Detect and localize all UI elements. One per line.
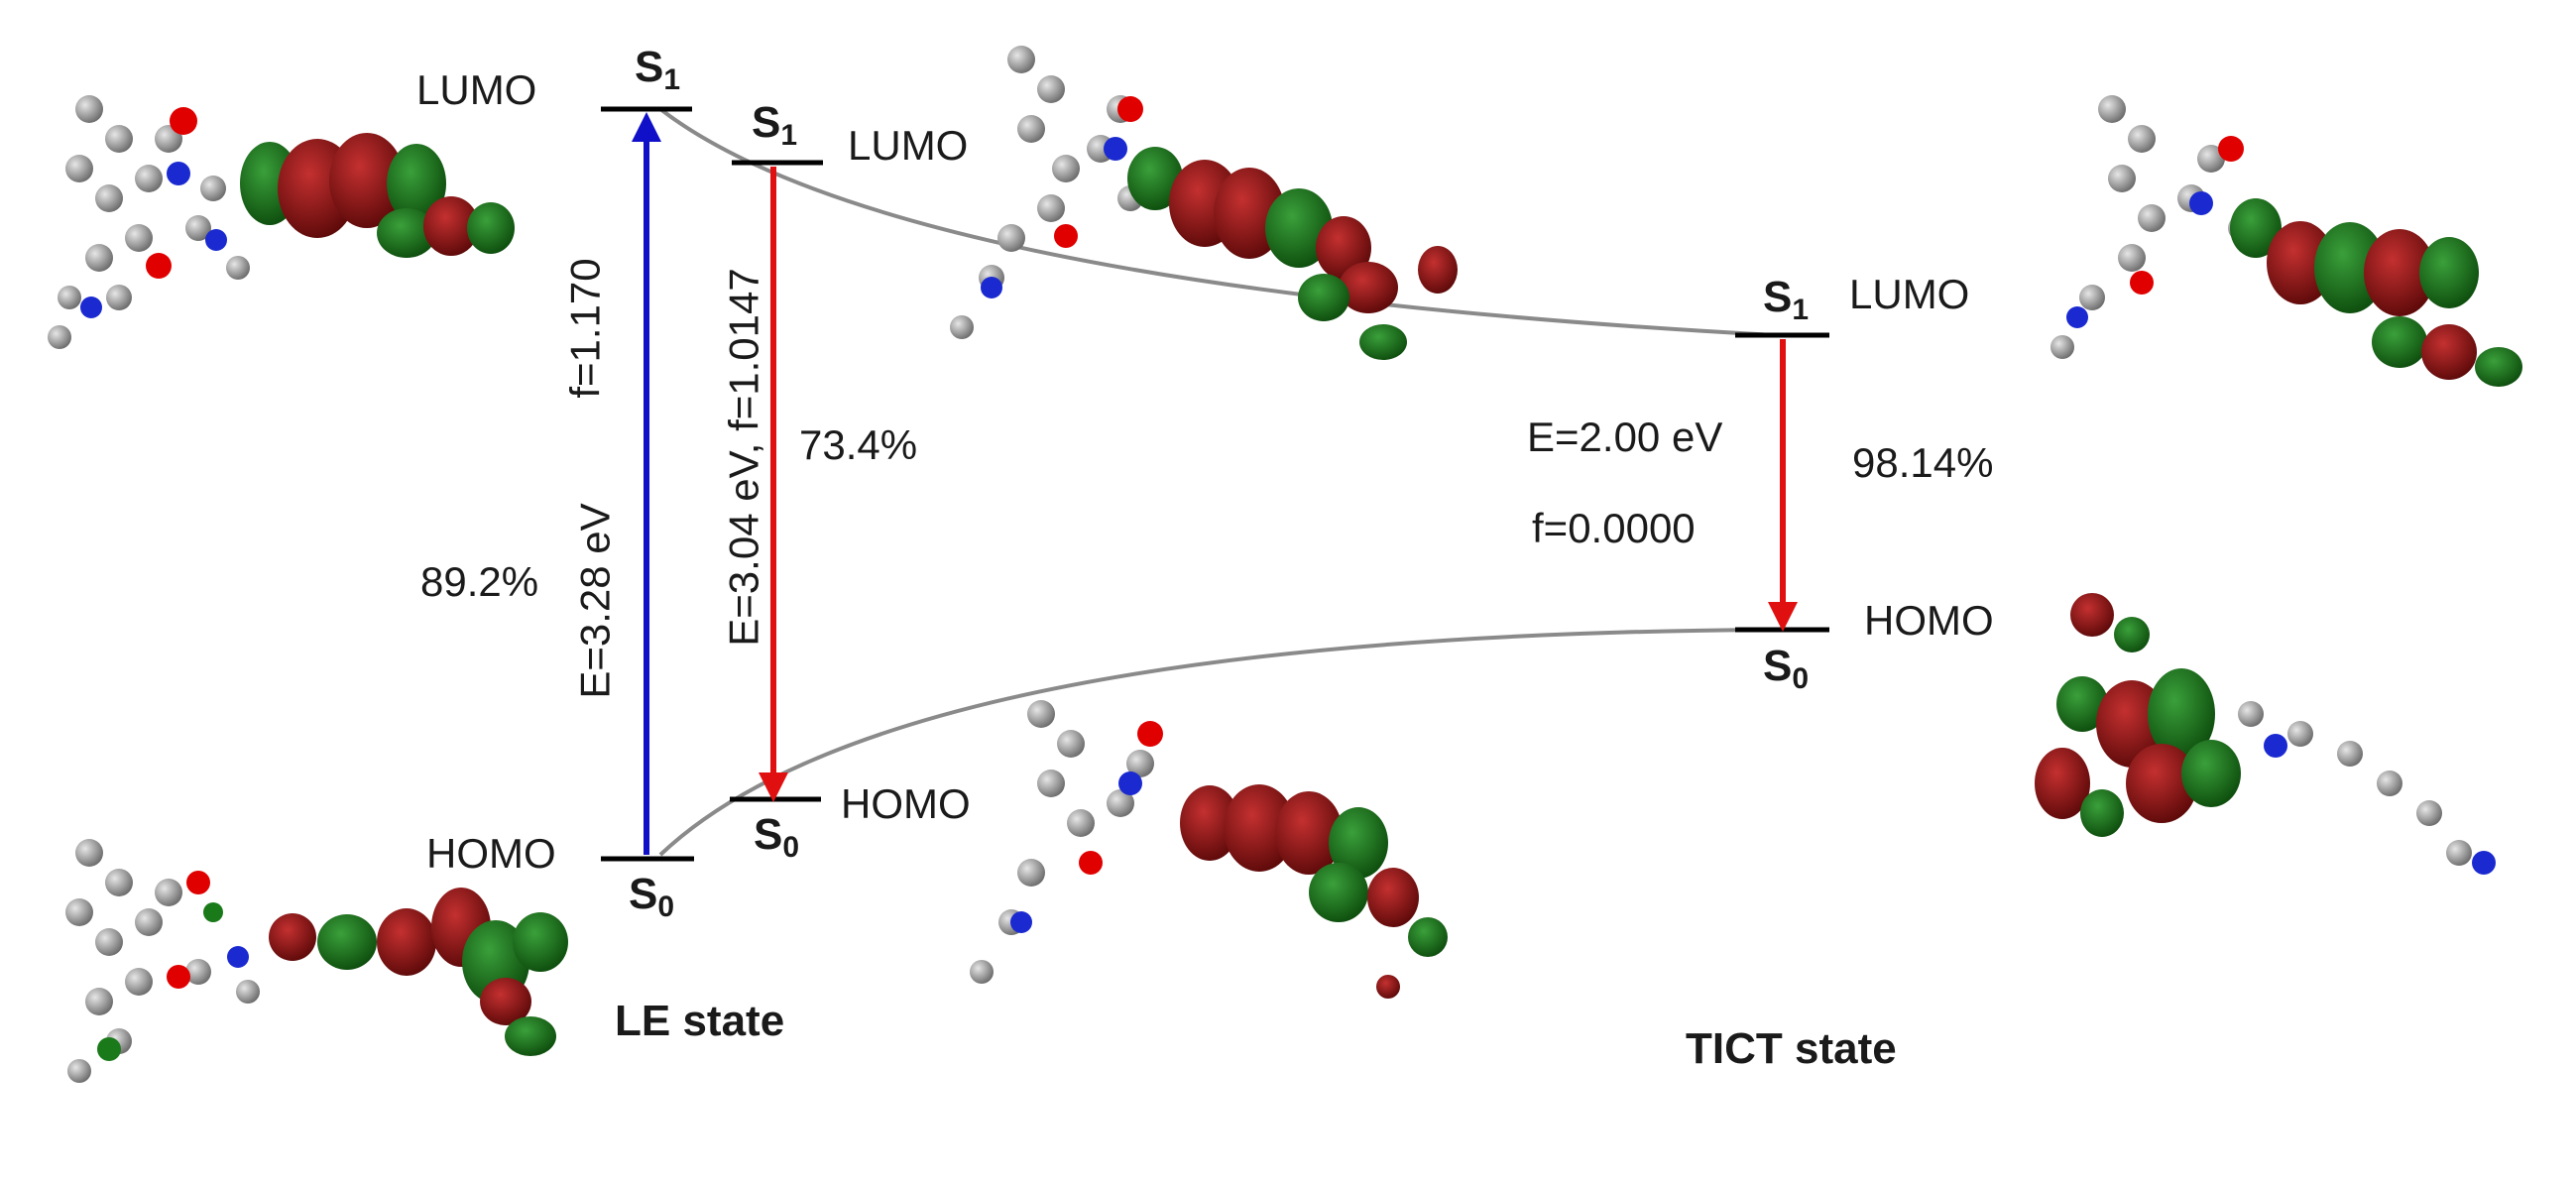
- relaxed-s0-symbol: S0: [754, 810, 800, 864]
- le-lumo-label: LUMO: [416, 66, 537, 113]
- le-emission-percent: 73.4%: [799, 421, 918, 468]
- lumo-relaxation-curve: [658, 107, 1776, 337]
- homo-destabilization-curve: [658, 628, 1776, 857]
- le-state-label: LE state: [615, 997, 785, 1045]
- relaxed-homo-molecule: [970, 700, 1448, 999]
- tict-homo-label: HOMO: [1864, 597, 1994, 644]
- tict-lumo-molecule: [2050, 95, 2522, 387]
- tict-s1-symbol: S1: [1763, 273, 1810, 326]
- absorption-energy: E=3.28 eV: [571, 503, 619, 699]
- relaxed-lumo-label: LUMO: [848, 122, 969, 169]
- le-lumo-molecule: [48, 95, 515, 349]
- relaxed-homo-label: HOMO: [841, 780, 971, 827]
- tict-emission-percent: 98.14%: [1852, 439, 1994, 486]
- relaxed-s1-symbol: S1: [752, 98, 798, 152]
- tict-oscillator-strength: f=0.0000: [1532, 505, 1696, 551]
- tict-state-label: TICT state: [1686, 1024, 1897, 1073]
- le-s0-symbol: S0: [629, 870, 675, 923]
- absorption-oscillator-strength: f=1.170: [561, 258, 609, 399]
- le-homo-molecule: [65, 839, 568, 1083]
- absorption-percent: 89.2%: [420, 558, 539, 605]
- le-emission-energy-strength: E=3.04 eV, f=1.0147: [720, 268, 767, 647]
- le-s1-symbol: S1: [635, 43, 681, 96]
- tict-homo-molecule: [2035, 593, 2496, 875]
- tict-emission-energy: E=2.00 eV: [1527, 414, 1723, 460]
- le-homo-label: HOMO: [426, 830, 556, 877]
- relaxed-lumo-molecule: [950, 46, 1458, 360]
- tict-s0-symbol: S0: [1763, 642, 1810, 695]
- tict-lumo-label: LUMO: [1849, 271, 1970, 317]
